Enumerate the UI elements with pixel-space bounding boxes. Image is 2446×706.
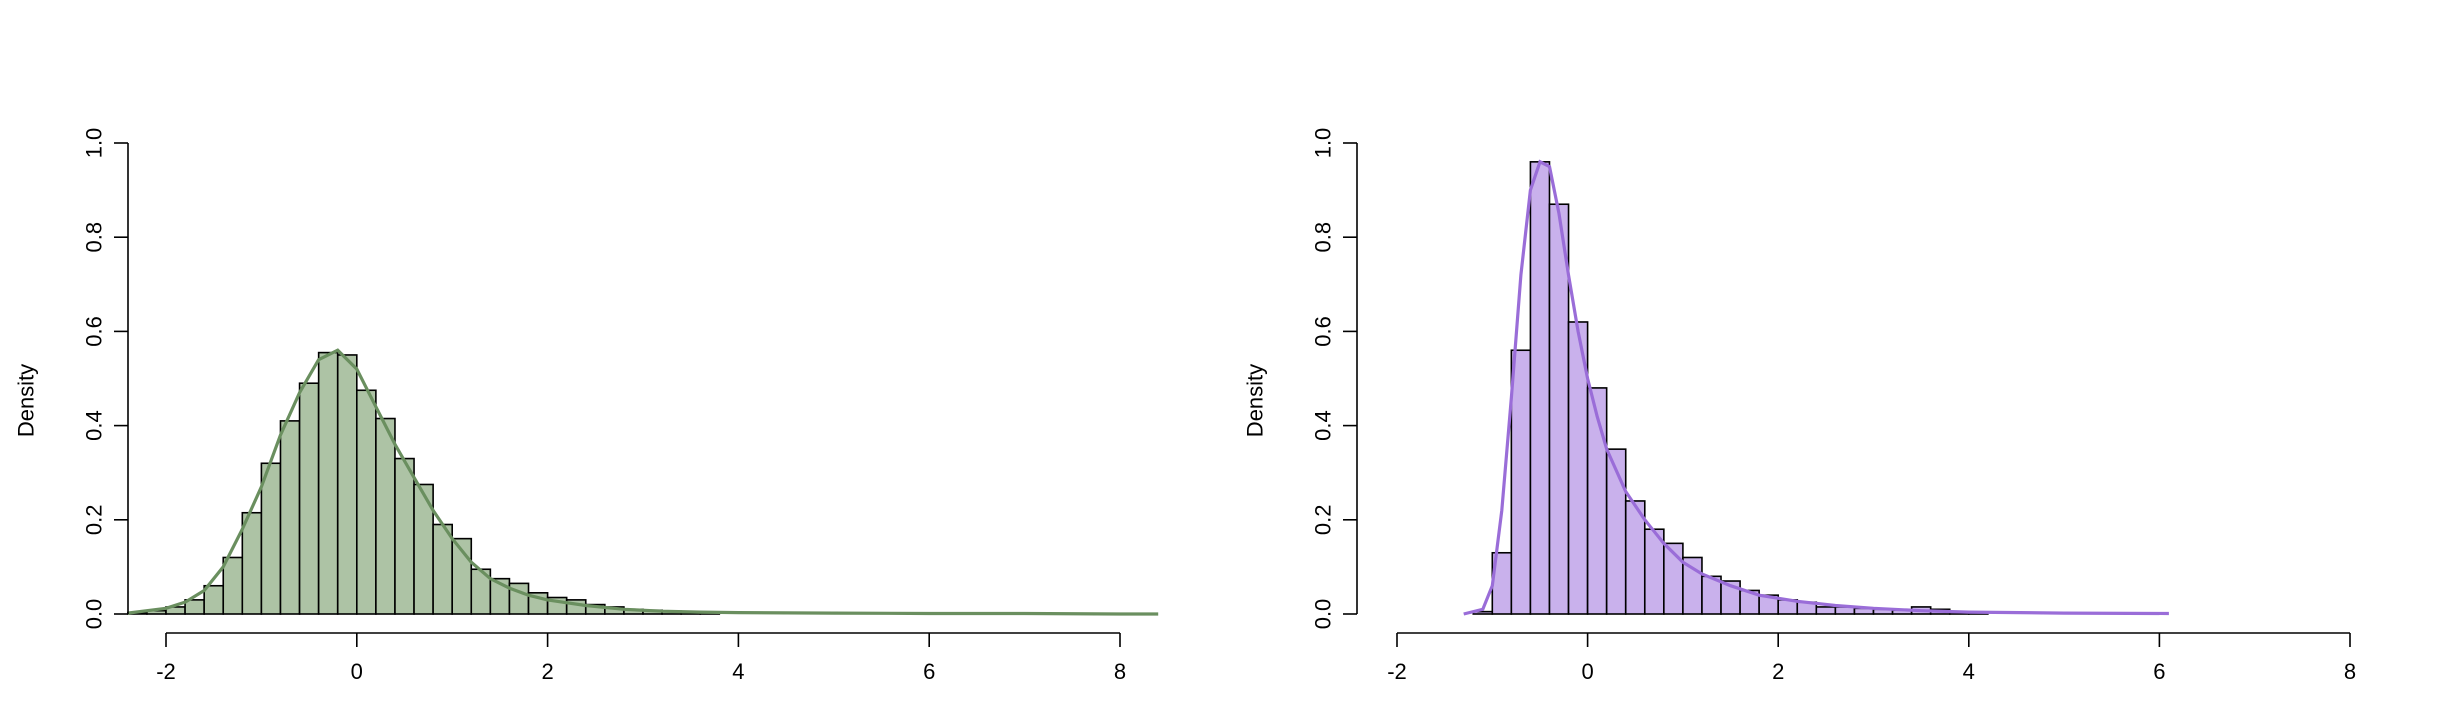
left-histogram-panel: 0.0 0.2 0.4 0.6 0.8 1.0 Density -2 0 2 4 6 8 (14, 128, 1159, 684)
y-tick-label: 1.0 (1311, 128, 1336, 159)
x-tick-label: 6 (923, 659, 935, 684)
histogram-bar (203, 584, 225, 615)
histogram-bar (336, 354, 358, 615)
histogram-bar (394, 457, 415, 615)
y-tick-label: 0.0 (1311, 599, 1336, 630)
density-curve (1463, 159, 2169, 616)
y-tick-label: 0.2 (1311, 505, 1336, 536)
histogram-bar (222, 556, 244, 615)
x-tick-label: 2 (541, 659, 553, 684)
histogram-bar (1682, 556, 1703, 615)
right-histogram-panel: 0.0 0.2 0.4 0.6 0.8 1.0 Density -2 0 2 4 6 8 (1243, 128, 2357, 684)
y-tick-label: 0.4 (1311, 410, 1336, 441)
y-axis-title: Density (1243, 364, 1268, 437)
y-tick-label: 0.4 (82, 410, 107, 441)
histogram-bar (1510, 349, 1532, 615)
histogram-bar (241, 511, 263, 615)
x-tick-label: 4 (1963, 659, 1975, 684)
x-tick-label: 8 (1114, 659, 1126, 684)
histogram-bar (355, 389, 377, 615)
y-tick-label: 0.6 (82, 316, 107, 347)
x-tick-label: -2 (156, 659, 176, 684)
density-curve (127, 348, 1159, 616)
x-tick-label: 0 (1581, 659, 1593, 684)
y-tick-label: 0.0 (82, 599, 107, 630)
histogram-bar (298, 382, 320, 615)
x-tick-label: 2 (1772, 659, 1784, 684)
y-tick-label: 0.6 (1311, 316, 1336, 347)
histogram-bar (1815, 606, 1837, 615)
y-tick-label: 0.8 (1311, 222, 1336, 253)
y-tick-label: 0.2 (82, 505, 107, 536)
x-tick-label: 6 (2153, 659, 2165, 684)
x-tick-label: 4 (732, 659, 744, 684)
histogram-bar (260, 462, 282, 615)
y-tick-label: 0.8 (82, 222, 107, 253)
histogram-bar (1529, 161, 1551, 615)
y-tick-label: 1.0 (82, 128, 107, 159)
x-tick-label: 8 (2344, 659, 2356, 684)
histogram-bar (279, 420, 301, 615)
y-axis-title: Density (14, 364, 39, 437)
histogram-bar (317, 351, 339, 615)
x-tick-label: -2 (1387, 659, 1407, 684)
histogram-bar (432, 523, 453, 615)
histogram-bar (375, 417, 396, 615)
x-tick-label: 0 (351, 659, 363, 684)
